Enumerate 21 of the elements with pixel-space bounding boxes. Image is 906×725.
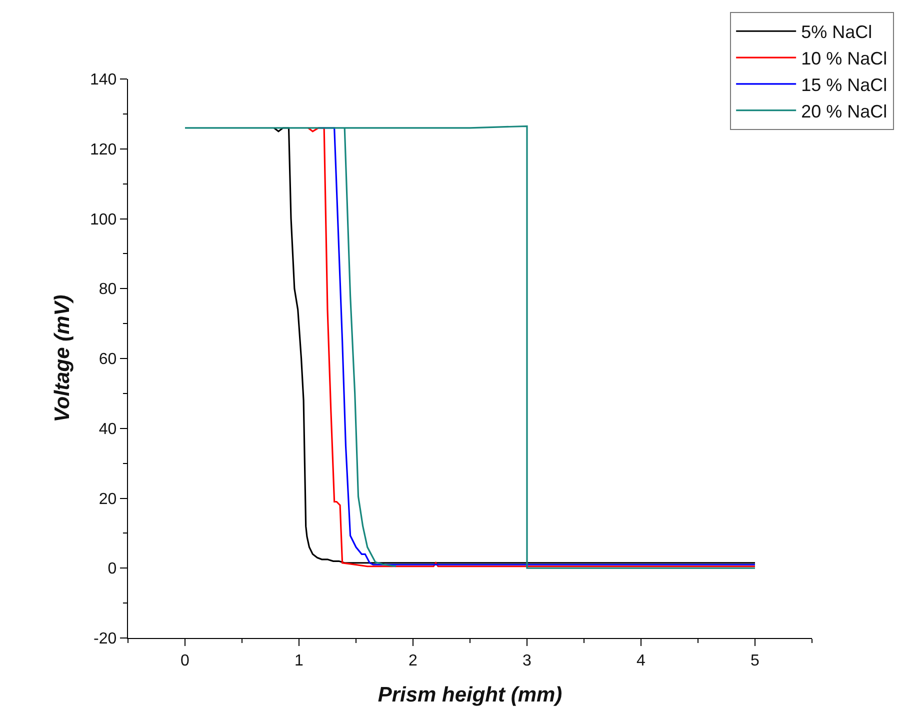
y-tick-label: 100	[90, 211, 117, 228]
y-tick-label: 60	[98, 351, 117, 368]
y-tick-label: 40	[98, 420, 117, 438]
x-tick-label: 0	[180, 652, 190, 670]
legend-label: 15 % NaCl	[801, 74, 888, 95]
y-axis-title: Voltage (mV)	[51, 294, 74, 422]
y-tick-label: 0	[108, 560, 117, 578]
y-tick-label: 120	[90, 141, 117, 158]
y-tick-label: 80	[98, 281, 117, 298]
x-tick-label: 3	[522, 652, 532, 670]
y-tick-label: 140	[90, 72, 117, 89]
y-tick-label: 20	[98, 490, 117, 508]
legend-label: 5% NaCl	[801, 22, 872, 42]
x-tick-label: 5	[750, 652, 760, 670]
legend-label: 10 % NaCl	[801, 48, 888, 69]
legend-label: 20 % NaCl	[801, 101, 888, 122]
x-tick-label: 1	[294, 652, 304, 670]
x-axis-title: Prism height (mm)	[378, 684, 562, 707]
y-tick-label: -20	[94, 630, 117, 648]
x-tick-label: 2	[408, 652, 418, 670]
x-tick-label: 4	[636, 652, 646, 670]
